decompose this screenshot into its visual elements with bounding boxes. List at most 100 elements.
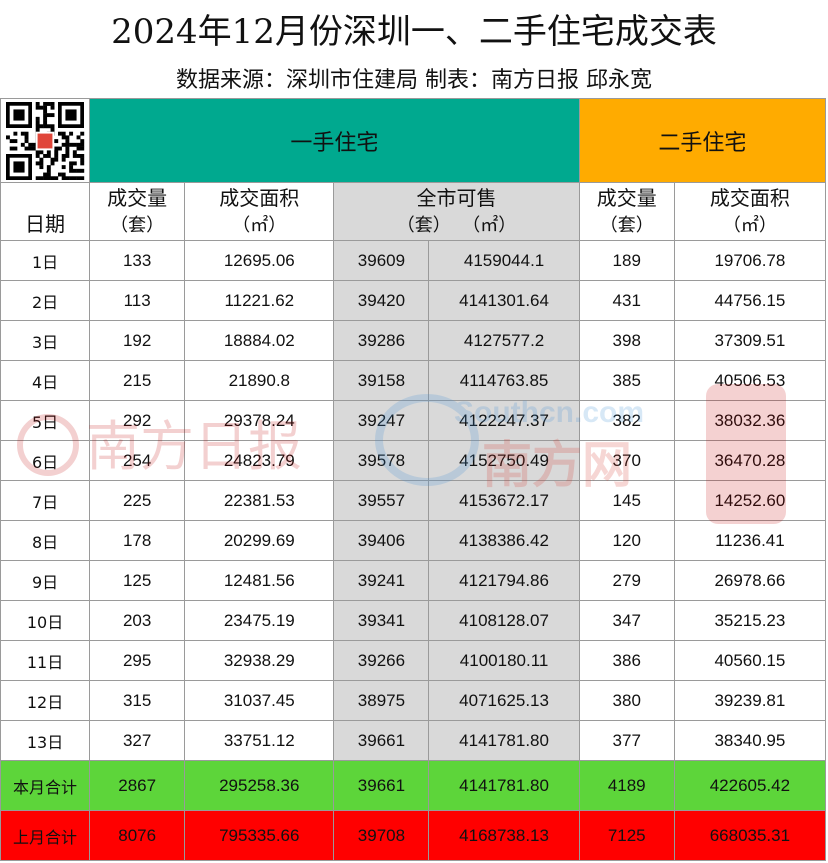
total-row-last-month: 上月合计 8076 795335.66 39708 4168738.13 7125 6680…: [0, 810, 827, 861]
cell-stock-sets: 39286: [333, 320, 430, 361]
cell-new-count: 203: [89, 600, 186, 641]
cell-total-old-area: 422605.42: [673, 760, 827, 811]
cell-stock-sets: 39266: [333, 640, 430, 681]
cell-old-count: 382: [578, 400, 675, 441]
cell-new-area: 29378.24: [184, 400, 335, 441]
cell-date: 6日: [0, 440, 91, 481]
cell-total-old-count: 4189: [578, 760, 675, 811]
cell-new-count: 113: [89, 280, 186, 321]
cell-total-stock-sets: 39661: [333, 760, 430, 811]
cell-new-count: 327: [89, 720, 186, 761]
cell-total-label: 本月合计: [0, 760, 91, 811]
cell-stock-sets: 39557: [333, 480, 430, 521]
col-old-area-unit: （㎡）: [722, 214, 777, 236]
cell-new-count: 178: [89, 520, 186, 561]
col-old-area: 成交面积 （㎡）: [673, 182, 827, 241]
cell-old-area: 19706.78: [673, 240, 827, 281]
cell-stock-area: 4141781.80: [428, 720, 580, 761]
cell-stock-area: 4141301.64: [428, 280, 580, 321]
qr-code-cell: [0, 98, 91, 183]
cell-date: 9日: [0, 560, 91, 601]
cell-old-count: 145: [578, 480, 675, 521]
cell-date: 11日: [0, 640, 91, 681]
cell-old-count: 347: [578, 600, 675, 641]
cell-new-area: 18884.02: [184, 320, 335, 361]
cell-old-area: 38340.95: [673, 720, 827, 761]
column-header-row: 日期 成交量 （套） 成交面积 （㎡） 全市可售 （套） （㎡） 成交量 （套）: [0, 182, 827, 241]
cell-stock-area: 4122247.37: [428, 400, 580, 441]
cell-new-count: 133: [89, 240, 186, 281]
cell-old-area: 26978.66: [673, 560, 827, 601]
cell-new-area: 20299.69: [184, 520, 335, 561]
cell-date: 2日: [0, 280, 91, 321]
cell-old-area: 39239.81: [673, 680, 827, 721]
cell-stock-area: 4159044.1: [428, 240, 580, 281]
cell-new-area: 33751.12: [184, 720, 335, 761]
col-new-count: 成交量 （套）: [89, 182, 186, 241]
cell-new-count: 254: [89, 440, 186, 481]
cell-stock-area: 4071625.13: [428, 680, 580, 721]
cell-date: 7日: [0, 480, 91, 521]
col-old-count-unit: （套）: [599, 214, 654, 236]
cell-stock-sets: 39341: [333, 600, 430, 641]
cell-old-count: 386: [578, 640, 675, 681]
cell-stock-area: 4152750.49: [428, 440, 580, 481]
group-header-row: 一手住宅 二手住宅: [0, 98, 827, 183]
cell-old-area: 14252.60: [673, 480, 827, 521]
cell-new-area: 22381.53: [184, 480, 335, 521]
group-new-home: 一手住宅: [89, 98, 580, 183]
cell-old-area: 11236.41: [673, 520, 827, 561]
cell-old-count: 398: [578, 320, 675, 361]
total-row-this-month: 本月合计 2867 295258.36 39661 4141781.80 4189 4226…: [0, 760, 827, 811]
cell-old-area: 35215.23: [673, 600, 827, 641]
cell-new-area: 12481.56: [184, 560, 335, 601]
cell-total-old-count: 7125: [578, 810, 675, 861]
cell-new-area: 24823.79: [184, 440, 335, 481]
cell-date: 8日: [0, 520, 91, 561]
cell-new-count: 215: [89, 360, 186, 401]
table-row: 13日 327 33751.12 39661 4141781.80 377 38340.95: [0, 720, 827, 761]
cell-stock-sets: 39406: [333, 520, 430, 561]
cell-stock-sets: 39609: [333, 240, 430, 281]
col-new-count-label: 成交量: [107, 185, 168, 210]
cell-stock-area: 4121794.86: [428, 560, 580, 601]
cell-date: 10日: [0, 600, 91, 641]
cell-old-area: 36470.28: [673, 440, 827, 481]
cell-old-area: 37309.51: [673, 320, 827, 361]
col-new-area: 成交面积 （㎡）: [184, 182, 335, 241]
cell-date: 4日: [0, 360, 91, 401]
cell-new-area: 11221.62: [184, 280, 335, 321]
cell-old-area: 44756.15: [673, 280, 827, 321]
cell-old-count: 385: [578, 360, 675, 401]
cell-stock-sets: 38975: [333, 680, 430, 721]
cell-new-area: 23475.19: [184, 600, 335, 641]
col-new-area-label: 成交面积: [219, 185, 300, 210]
cell-old-area: 38032.36: [673, 400, 827, 441]
col-stock: 全市可售 （套） （㎡）: [333, 182, 580, 241]
col-stock-units: （套） （㎡）: [396, 214, 517, 236]
cell-new-area: 21890.8: [184, 360, 335, 401]
group-second-hand: 二手住宅: [578, 98, 827, 183]
transaction-table: 一手住宅 二手住宅 日期 成交量 （套） 成交面积 （㎡） 全市可售 （套） （…: [0, 98, 827, 861]
cell-new-area: 12695.06: [184, 240, 335, 281]
cell-old-count: 370: [578, 440, 675, 481]
cell-stock-area: 4114763.85: [428, 360, 580, 401]
cell-total-stock-area: 4141781.80: [428, 760, 580, 811]
cell-old-area: 40506.53: [673, 360, 827, 401]
cell-stock-area: 4127577.2: [428, 320, 580, 361]
cell-old-count: 380: [578, 680, 675, 721]
col-old-count-label: 成交量: [596, 185, 657, 210]
cell-old-count: 120: [578, 520, 675, 561]
cell-old-count: 377: [578, 720, 675, 761]
cell-new-count: 225: [89, 480, 186, 521]
table-row: 3日 192 18884.02 39286 4127577.2 398 37309.51: [0, 320, 827, 361]
table-row: 2日 113 11221.62 39420 4141301.64 431 44756.15: [0, 280, 827, 321]
cell-total-new-area: 795335.66: [184, 810, 335, 861]
cell-stock-sets: 39241: [333, 560, 430, 601]
table-row: 7日 225 22381.53 39557 4153672.17 145 14252.60: [0, 480, 827, 521]
cell-new-count: 292: [89, 400, 186, 441]
cell-total-label: 上月合计: [0, 810, 91, 861]
page-title: 2024年12月份深圳一、二手住宅成交表: [111, 12, 717, 52]
cell-stock-sets: 39158: [333, 360, 430, 401]
